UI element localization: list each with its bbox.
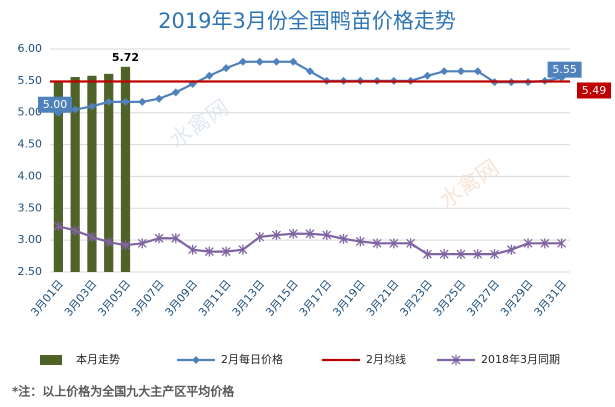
point-marker [222, 64, 231, 73]
legend-swatch [40, 355, 62, 365]
legend-label: 2月每日价格 [221, 352, 283, 366]
data-label: 5.49 [582, 84, 607, 97]
data-label: 5.00 [43, 98, 68, 111]
legend-label: 2月均线 [366, 352, 406, 366]
chart-title: 2019年3月份全国鸭苗价格走势 [158, 9, 456, 33]
bar [104, 73, 114, 272]
point-marker [272, 57, 281, 66]
point-marker [255, 57, 264, 66]
point-marker [456, 249, 466, 260]
point-marker [540, 238, 550, 249]
point-marker [154, 233, 164, 244]
point-marker [456, 67, 465, 76]
point-marker [171, 88, 180, 97]
point-marker [557, 238, 567, 249]
point-marker [104, 237, 114, 248]
point-marker [406, 238, 416, 249]
point-marker [422, 249, 432, 260]
point-marker [121, 240, 130, 251]
data-label-box: 5.55 [547, 61, 582, 78]
point-marker [53, 221, 63, 232]
point-marker [423, 71, 432, 80]
point-marker [339, 233, 349, 244]
legend-label: 2018年3月同期 [481, 352, 560, 366]
label-background [38, 96, 72, 113]
point-marker [490, 249, 499, 260]
point-marker [473, 67, 482, 76]
point-marker [288, 228, 298, 239]
bar [53, 80, 63, 272]
point-marker [306, 67, 314, 76]
point-marker [451, 355, 461, 365]
y-tick-label: 2.50 [18, 265, 43, 278]
point-marker [372, 238, 382, 249]
bar [87, 75, 97, 272]
point-marker [523, 238, 533, 249]
y-tick-label: 5.50 [18, 74, 43, 87]
label-background [577, 82, 611, 99]
point-marker [138, 97, 147, 106]
bar [70, 77, 80, 272]
point-marker [121, 97, 130, 106]
data-label: 5.72 [112, 51, 139, 64]
bar [120, 66, 131, 272]
y-tick-label: 5.00 [18, 106, 43, 119]
point-marker [70, 225, 80, 236]
point-marker [305, 228, 315, 239]
point-marker [238, 57, 247, 66]
point-marker [322, 230, 332, 241]
footnote: *注：以上价格为全国九大主产区平均价格 [12, 384, 235, 399]
point-marker [221, 246, 231, 257]
point-marker [271, 230, 281, 241]
point-marker [155, 94, 164, 103]
point-marker [440, 67, 449, 76]
point-marker [204, 246, 214, 257]
point-marker [104, 97, 113, 106]
y-tick-label: 6.00 [18, 42, 43, 55]
point-marker [473, 249, 483, 260]
point-marker [289, 57, 298, 66]
point-marker [205, 71, 214, 80]
data-label-box: 5.00 [38, 96, 72, 113]
y-tick-label: 3.00 [18, 233, 43, 246]
point-marker [171, 233, 181, 244]
data-label: 5.55 [552, 63, 577, 76]
point-marker [389, 238, 399, 249]
point-marker [255, 231, 265, 242]
legend-label: 本月走势 [76, 352, 120, 366]
point-marker [188, 244, 198, 255]
point-marker [137, 238, 147, 249]
point-marker [238, 244, 248, 255]
y-tick-label: 3.50 [18, 201, 43, 214]
label-background [547, 61, 582, 78]
y-tick-label: 4.00 [18, 169, 43, 182]
point-marker [87, 102, 96, 111]
point-marker [355, 236, 365, 247]
point-marker [71, 105, 80, 114]
point-marker [192, 356, 200, 364]
point-marker [439, 249, 449, 260]
y-tick-label: 4.50 [18, 138, 43, 151]
point-marker [87, 231, 97, 242]
point-marker [506, 244, 516, 255]
